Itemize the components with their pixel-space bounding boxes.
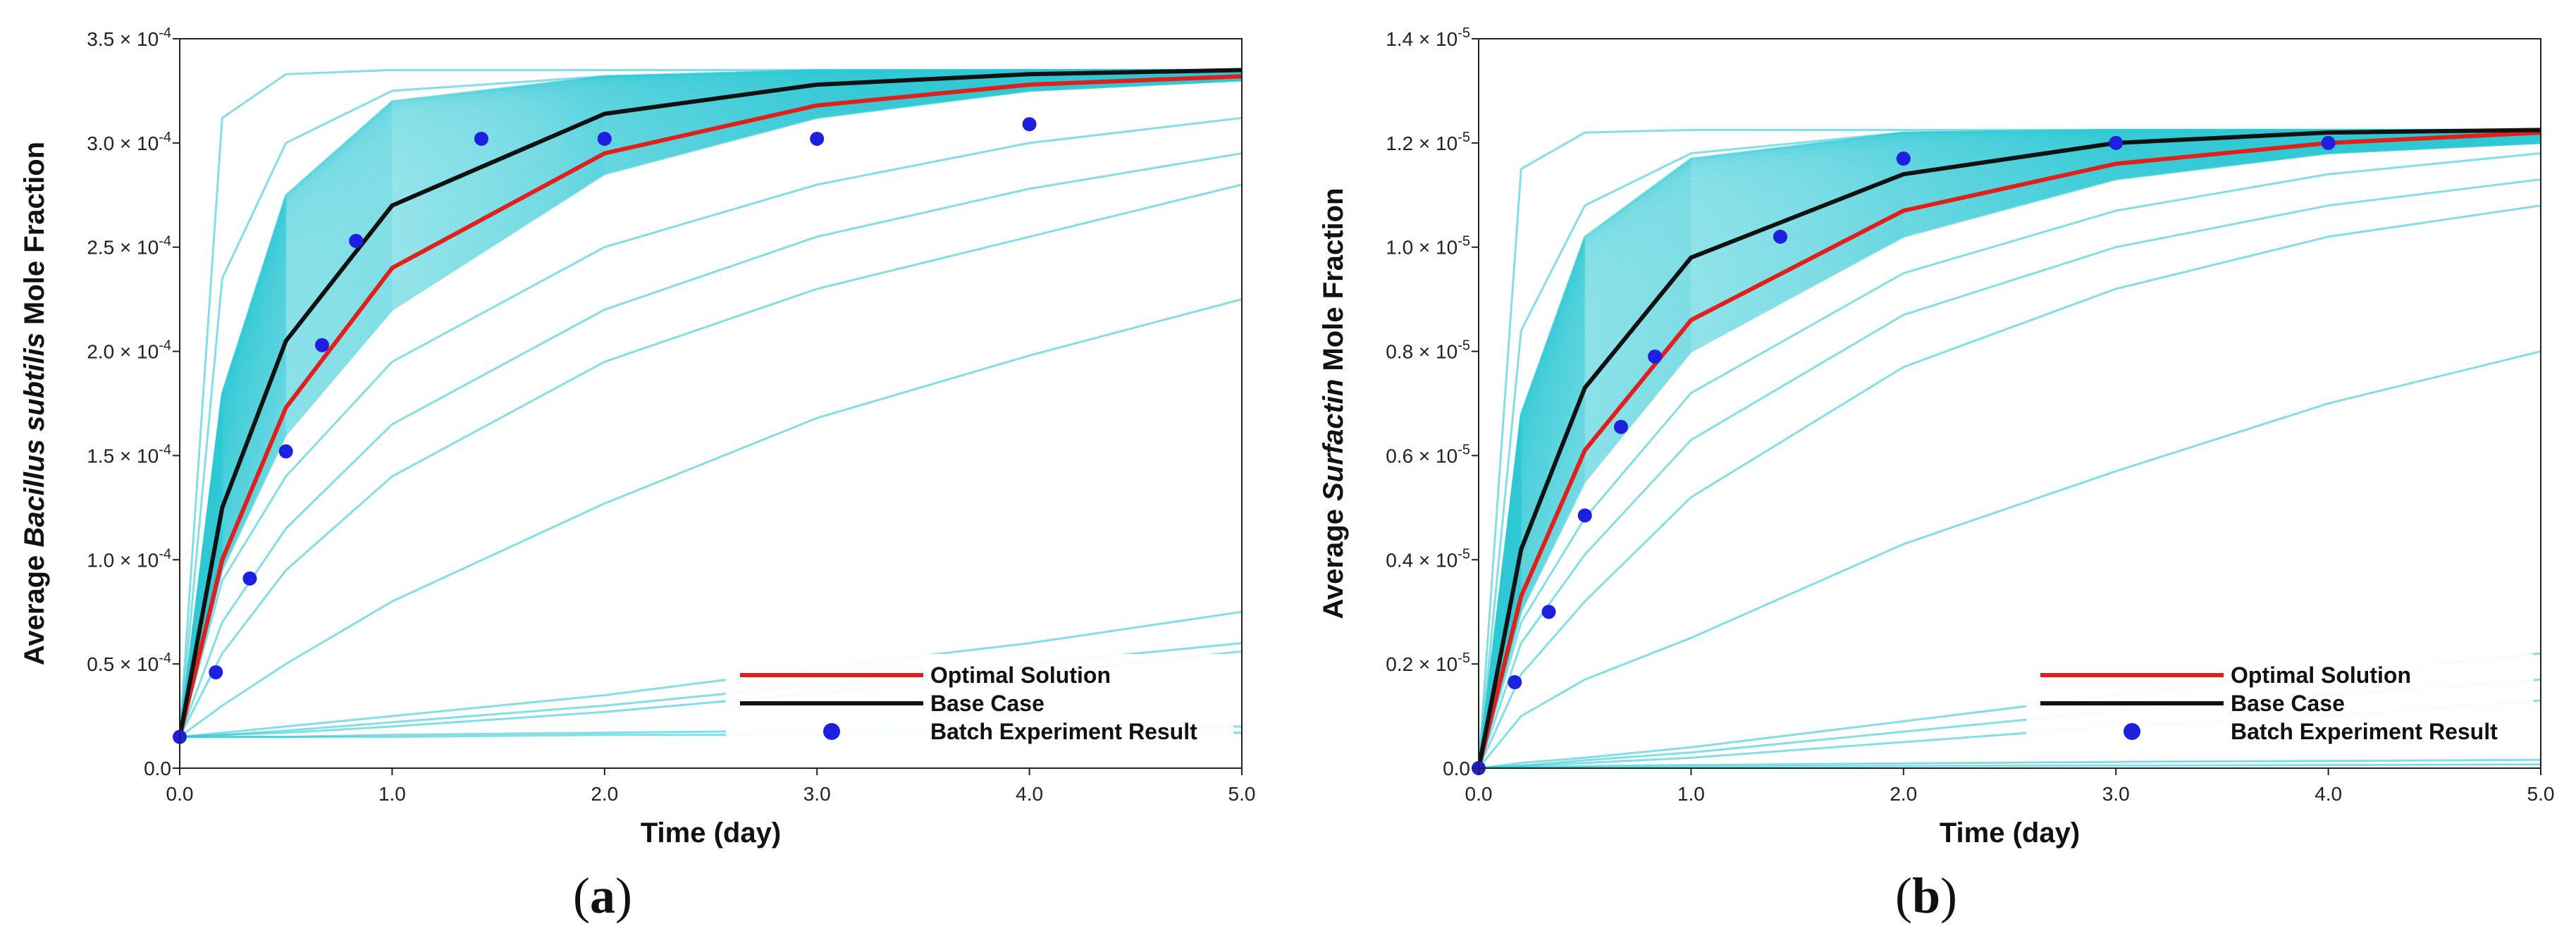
ensemble-line xyxy=(180,79,1242,737)
batch-experiment-point xyxy=(1022,117,1037,132)
x-tick-label: 1.0 xyxy=(378,783,406,805)
y-tick-label: 3.5 × 10-4 xyxy=(87,25,171,50)
batch-experiment-point xyxy=(597,131,612,146)
x-tick-label: 1.0 xyxy=(1677,783,1705,805)
ensemble-outlier-line xyxy=(1479,152,2541,768)
ensemble-line xyxy=(180,70,1242,737)
x-tick-label: 3.0 xyxy=(2102,783,2130,805)
x-axis-title: Time (day) xyxy=(641,817,781,848)
legend: Optimal Solution Base Case Batch Experimen… xyxy=(2026,654,2534,749)
ensemble-outlier-line xyxy=(180,152,1242,738)
ensemble-outlier-line xyxy=(1479,128,2541,768)
y-tick-label: 3.0 × 10-4 xyxy=(87,130,171,154)
ensemble-outlier-line xyxy=(180,183,1242,738)
y-axis-title: Average Surfactin Mole Fraction xyxy=(1318,188,1349,619)
legend-swatch-dot xyxy=(823,723,840,740)
y-tick-label: 0.6 × 10-5 xyxy=(1386,442,1470,467)
x-tick-label: 3.0 xyxy=(803,783,831,805)
ensemble-outlier-line xyxy=(1479,350,2541,768)
y-tick-label: 0.2 × 10-5 xyxy=(1386,650,1470,675)
plot-frame xyxy=(179,38,1243,769)
x-tick-label: 0.0 xyxy=(166,783,194,805)
chart-panel-a: 0.0 1.0 2.0 3.0 4.0 5.0 0.0 0.5 × 10-4 1.0 × 10-… xyxy=(19,25,1255,924)
x-tick-label: 2.0 xyxy=(591,783,618,805)
legend-label: Optimal Solution xyxy=(2231,662,2411,688)
chart-panel-b: 0.0 1.0 2.0 3.0 4.0 5.0 0.0 0.2 × 10-5 0.4 × 10-… xyxy=(1318,25,2554,924)
ensemble-outlier-line xyxy=(180,68,1242,737)
panel-label: (a) xyxy=(573,868,632,924)
batch-experiment-point xyxy=(1508,675,1522,690)
batch-experiment-point xyxy=(1648,349,1663,364)
batch-experiment-point xyxy=(1541,605,1556,619)
x-tick-label: 2.0 xyxy=(1890,783,1917,805)
batch-experiment-point xyxy=(2109,135,2124,150)
batch-experiment-point xyxy=(810,131,825,146)
y-tick-label: 2.0 × 10-4 xyxy=(87,338,171,363)
x-axis-title: Time (day) xyxy=(1940,817,2080,848)
x-tick-label: 4.0 xyxy=(2315,783,2342,805)
ensemble-outlier-line xyxy=(180,116,1242,737)
legend-label: Base Case xyxy=(930,691,1044,716)
y-tick-label: 1.4 × 10-5 xyxy=(1386,25,1470,50)
optimal-solution-line xyxy=(1479,130,2541,768)
ensemble-outlier-line xyxy=(180,298,1242,738)
y-tick-label: 0.8 × 10-5 xyxy=(1386,338,1470,363)
batch-experiment-point xyxy=(1577,508,1592,523)
batch-experiment-point xyxy=(314,338,329,352)
batch-experiment-point xyxy=(278,444,293,459)
panel-label: (b) xyxy=(1895,868,1957,924)
batch-experiment-point xyxy=(1896,152,1911,166)
base-case-line xyxy=(1479,128,2541,768)
legend: Optimal Solution Base Case Batch Experimen… xyxy=(726,654,1233,749)
y-tick-label: 0.0 xyxy=(1443,758,1470,779)
y-tick-label: 0.0 xyxy=(144,758,171,779)
batch-experiment-point xyxy=(1613,419,1628,434)
y-tick-label: 1.5 × 10-4 xyxy=(87,442,171,467)
batch-experiment-point xyxy=(242,571,257,586)
batch-experiment-point xyxy=(209,665,223,679)
legend-label: Optimal Solution xyxy=(930,662,1111,688)
x-tick-label: 5.0 xyxy=(1228,783,1256,805)
y-tick-label: 0.4 × 10-5 xyxy=(1386,546,1470,571)
y-tick-label: 1.2 × 10-5 xyxy=(1386,130,1470,154)
ensemble-outlier-line xyxy=(1479,204,2541,768)
legend-label: Base Case xyxy=(2231,691,2345,716)
x-tick-label: 5.0 xyxy=(2527,783,2555,805)
x-tick-label: 4.0 xyxy=(1016,783,1043,805)
plot-frame xyxy=(1478,38,2541,769)
batch-experiment-point xyxy=(2321,135,2336,150)
optimal-solution-line xyxy=(180,74,1242,738)
base-case-line xyxy=(180,68,1242,738)
y-tick-label: 0.5 × 10-4 xyxy=(87,650,171,675)
y-axis-title: Average Bacillus subtilis Mole Fraction xyxy=(19,142,50,665)
x-tick-label: 0.0 xyxy=(1465,783,1493,805)
ensemble-line xyxy=(1479,142,2541,768)
ensemble-outlier-line xyxy=(180,610,1242,739)
legend-label: Batch Experiment Result xyxy=(930,719,1197,744)
legend-label: Batch Experiment Result xyxy=(2231,719,2498,744)
y-tick-label: 2.5 × 10-4 xyxy=(87,234,171,259)
plot-area xyxy=(180,68,1242,739)
batch-experiment-point xyxy=(349,233,364,248)
batch-experiment-point xyxy=(474,131,488,146)
plot-area xyxy=(1479,128,2541,768)
ensemble-outlier-line xyxy=(1479,178,2541,768)
y-tick-label: 1.0 × 10-5 xyxy=(1386,234,1470,259)
legend-swatch-dot xyxy=(2124,723,2140,740)
y-tick-label: 1.0 × 10-4 xyxy=(87,546,171,571)
batch-experiment-point xyxy=(1773,229,1787,244)
